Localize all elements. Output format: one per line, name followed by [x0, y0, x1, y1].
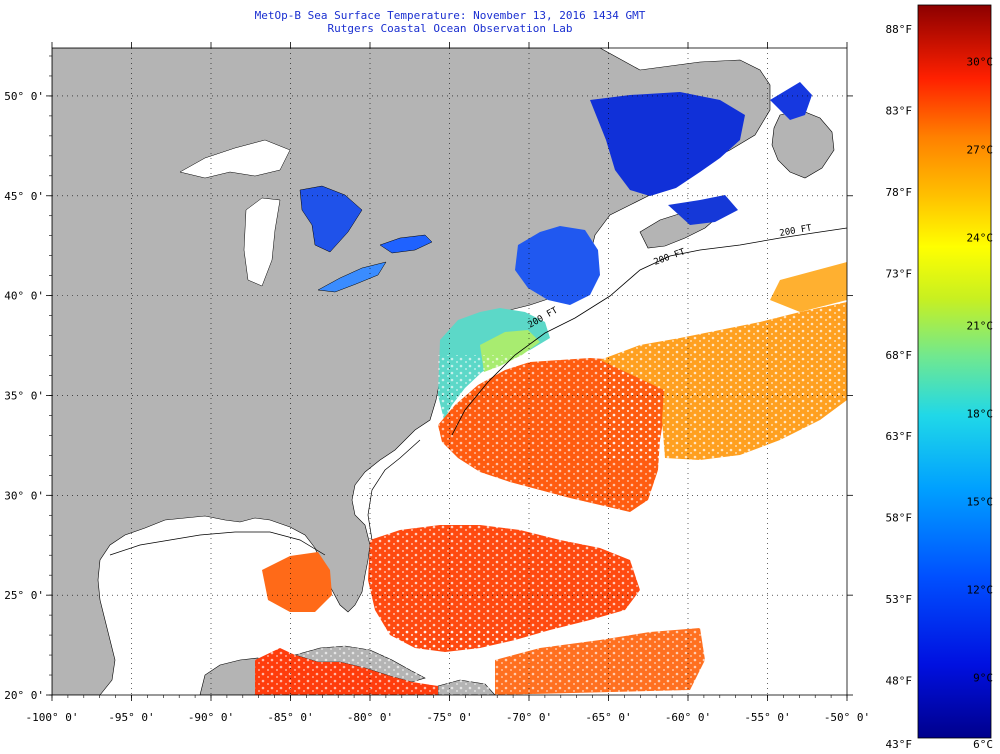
colorbar-c-label: 24°C — [967, 231, 994, 244]
lon-tick-label: -95° 0' — [108, 711, 154, 724]
lon-tick-label: -75° 0' — [426, 711, 472, 724]
lon-tick-label: -60° 0' — [665, 711, 711, 724]
lat-tick-label: 45° 0' — [4, 190, 44, 203]
colorbar-celsius-labels: 30°C 27°C 24°C 21°C 18°C 15°C 12°C 9°C 6°C — [967, 56, 994, 751]
colorbar-c-label: 18°C — [967, 407, 994, 420]
colorbar-c-label: 9°C — [973, 671, 993, 684]
bathymetry-contour-fl — [367, 439, 421, 541]
bathymetry-contour-gulf — [109, 531, 326, 556]
lat-tick-label: 20° 0' — [4, 689, 44, 702]
colorbar-fahrenheit-labels: 88°F 83°F 78°F 73°F 68°F 63°F 58°F 53°F 48°F 43°F — [886, 23, 913, 751]
map-plot-area — [52, 48, 847, 695]
colorbar-c-label: 12°C — [967, 583, 994, 596]
florida-shelf-warm — [262, 552, 332, 612]
colorbar-c-label: 15°C — [967, 495, 994, 508]
lake-superior — [179, 139, 291, 179]
axis-ticks: -100° 0' -95° 0' -90° 0' -85° 0' -80° 0' -75°… — [4, 42, 870, 724]
lake-erie — [317, 261, 387, 293]
colorbar-f-label: 63°F — [886, 430, 913, 443]
lat-tick-label: 40° 0' — [4, 290, 44, 303]
lon-tick-label: -80° 0' — [347, 711, 393, 724]
gulf-of-maine-cold — [515, 226, 600, 305]
lon-tick-label: -70° 0' — [506, 711, 552, 724]
gulf-st-lawrence-cold — [590, 92, 745, 196]
lat-tick-label: 50° 0' — [4, 90, 44, 103]
lake-michigan — [243, 197, 281, 287]
northeast-atlantic-warm — [770, 262, 847, 312]
lon-tick-label: -65° 0' — [585, 711, 631, 724]
lon-tick-label: -55° 0' — [744, 711, 790, 724]
lon-tick-label: -50° 0' — [824, 711, 870, 724]
labrador-cold — [770, 82, 812, 120]
lon-tick-label: -100° 0' — [26, 711, 79, 724]
colorbar-c-label: 21°C — [967, 319, 994, 332]
scotian-shelf-cold — [668, 195, 738, 225]
colorbar-f-label: 48°F — [886, 675, 913, 688]
colorbar-f-label: 73°F — [886, 267, 913, 280]
colorbar-f-label: 58°F — [886, 512, 913, 525]
lat-tick-label: 35° 0' — [4, 389, 44, 402]
newfoundland-land — [771, 109, 835, 179]
colorbar-f-label: 43°F — [886, 738, 913, 751]
colorbar-c-label: 6°C — [973, 738, 993, 751]
lat-tick-label: 25° 0' — [4, 589, 44, 602]
colorbar: 88°F 83°F 78°F 73°F 68°F 63°F 58°F 53°F 48°F 43°F… — [886, 4, 994, 751]
colorbar-f-label: 53°F — [886, 593, 913, 606]
colorbar-c-label: 30°C — [967, 56, 994, 69]
colorbar-f-label: 83°F — [886, 104, 913, 117]
colorbar-f-label: 68°F — [886, 349, 913, 362]
lon-tick-label: -85° 0' — [267, 711, 313, 724]
bathymetry-contour — [451, 227, 847, 436]
lat-tick-label: 30° 0' — [4, 489, 44, 502]
colorbar-c-label: 27°C — [967, 144, 994, 157]
map-title: MetOp-B Sea Surface Temperature: Novembe… — [254, 9, 646, 22]
lake-ontario — [379, 234, 433, 254]
colorbar-f-label: 78°F — [886, 186, 913, 199]
lake-huron — [299, 185, 363, 253]
colorbar-gradient — [917, 4, 992, 739]
colorbar-f-label: 88°F — [886, 23, 913, 36]
map-subtitle: Rutgers Coastal Ocean Observation Lab — [327, 22, 573, 35]
lon-tick-label: -90° 0' — [188, 711, 234, 724]
